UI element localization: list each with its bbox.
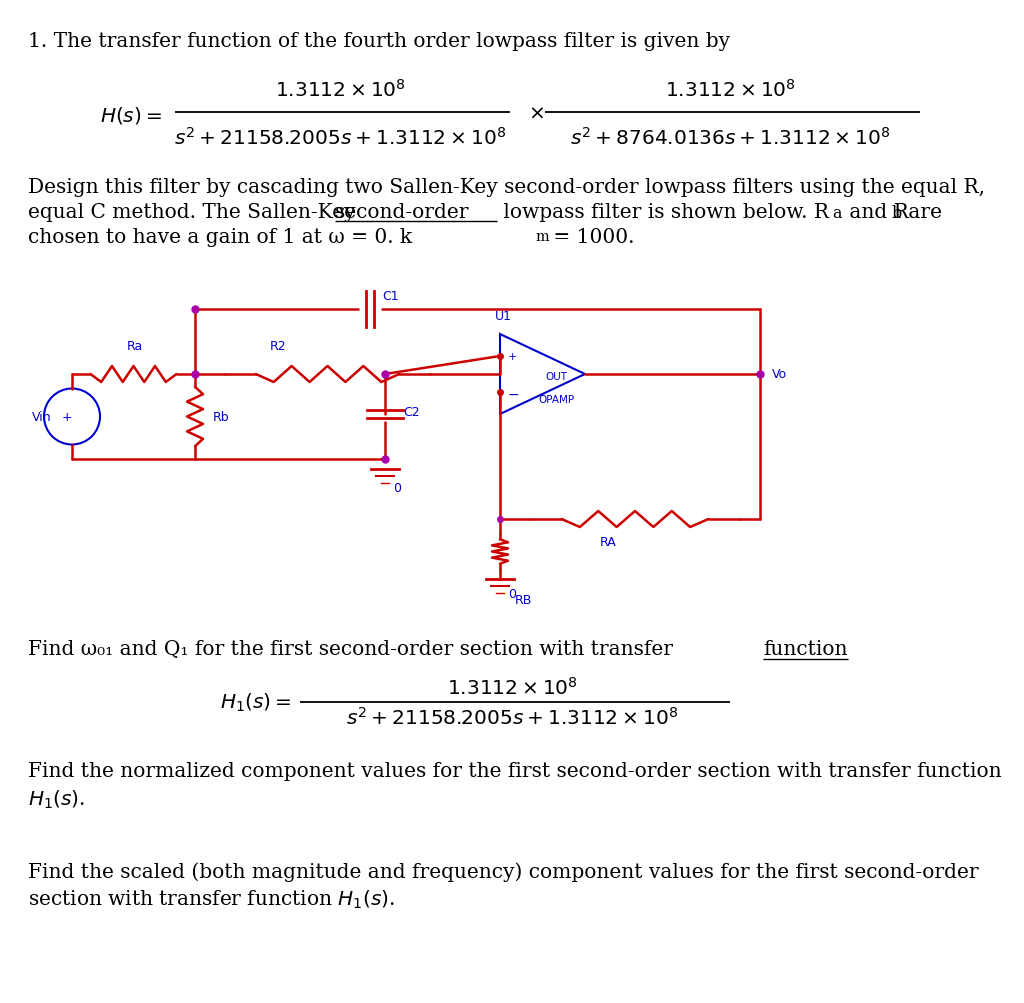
Text: Vin: Vin [32, 410, 51, 423]
Text: b: b [892, 205, 902, 222]
Text: $1.3112 \times 10^8$: $1.3112 \times 10^8$ [446, 676, 578, 698]
Text: 0: 0 [393, 481, 401, 494]
Text: RB: RB [515, 593, 532, 606]
Text: Find ω₀₁ and Q₁ for the first second-order section with transfer: Find ω₀₁ and Q₁ for the first second-ord… [28, 639, 679, 658]
Text: chosen to have a gain of 1 at ω = 0. k: chosen to have a gain of 1 at ω = 0. k [28, 228, 412, 247]
Text: Find the normalized component values for the first second-order section with tra: Find the normalized component values for… [28, 761, 1001, 780]
Text: +: + [508, 352, 517, 362]
Text: C1: C1 [382, 289, 398, 302]
Text: section with transfer function $H_1(s)$.: section with transfer function $H_1(s)$. [28, 888, 395, 911]
Text: Vo: Vo [772, 368, 787, 381]
Text: Find the scaled (both magnitude and frequency) component values for the first se: Find the scaled (both magnitude and freq… [28, 862, 979, 881]
Text: a: a [831, 205, 842, 222]
Text: $H_1(s)$.: $H_1(s)$. [28, 788, 85, 810]
Text: R2: R2 [270, 340, 287, 353]
Text: +: + [61, 410, 73, 423]
Text: equal C method. The Sallen-Key: equal C method. The Sallen-Key [28, 203, 362, 222]
Text: Design this filter by cascading two Sallen-Key second-order lowpass filters usin: Design this filter by cascading two Sall… [28, 178, 985, 197]
Text: and R: and R [843, 203, 908, 222]
Text: $H_1(s) =$: $H_1(s) =$ [220, 691, 292, 713]
Text: 0: 0 [508, 588, 516, 601]
Text: U1: U1 [495, 310, 512, 323]
Text: RA: RA [600, 535, 616, 548]
Text: are: are [902, 203, 942, 222]
Text: $1.3112 \times 10^8$: $1.3112 \times 10^8$ [665, 79, 796, 101]
Text: m: m [535, 230, 549, 244]
Text: second-order: second-order [335, 203, 469, 222]
Text: $\times$: $\times$ [528, 103, 544, 122]
Text: $s^2 + 8764.0136s + 1.3112 \times 10^8$: $s^2 + 8764.0136s + 1.3112 \times 10^8$ [569, 127, 890, 148]
Text: $H(s) =$: $H(s) =$ [100, 104, 162, 125]
Text: Ra: Ra [127, 340, 143, 353]
Text: OUT: OUT [545, 372, 567, 381]
Text: lowpass filter is shown below. R: lowpass filter is shown below. R [497, 203, 829, 222]
Text: 1. The transfer function of the fourth order lowpass filter is given by: 1. The transfer function of the fourth o… [28, 32, 730, 51]
Text: C2: C2 [403, 405, 420, 418]
Text: −: − [508, 387, 519, 401]
Text: $s^2 + 21158.2005s + 1.3112 \times 10^8$: $s^2 + 21158.2005s + 1.3112 \times 10^8$ [346, 706, 678, 728]
Text: $s^2 + 21158.2005s + 1.3112 \times 10^8$: $s^2 + 21158.2005s + 1.3112 \times 10^8$ [174, 127, 506, 148]
Text: Rb: Rb [213, 410, 229, 423]
Text: $1.3112 \times 10^8$: $1.3112 \times 10^8$ [274, 79, 406, 101]
Text: OPAMP: OPAMP [538, 394, 574, 404]
Text: = 1000.: = 1000. [547, 228, 635, 247]
Text: function: function [763, 639, 848, 658]
